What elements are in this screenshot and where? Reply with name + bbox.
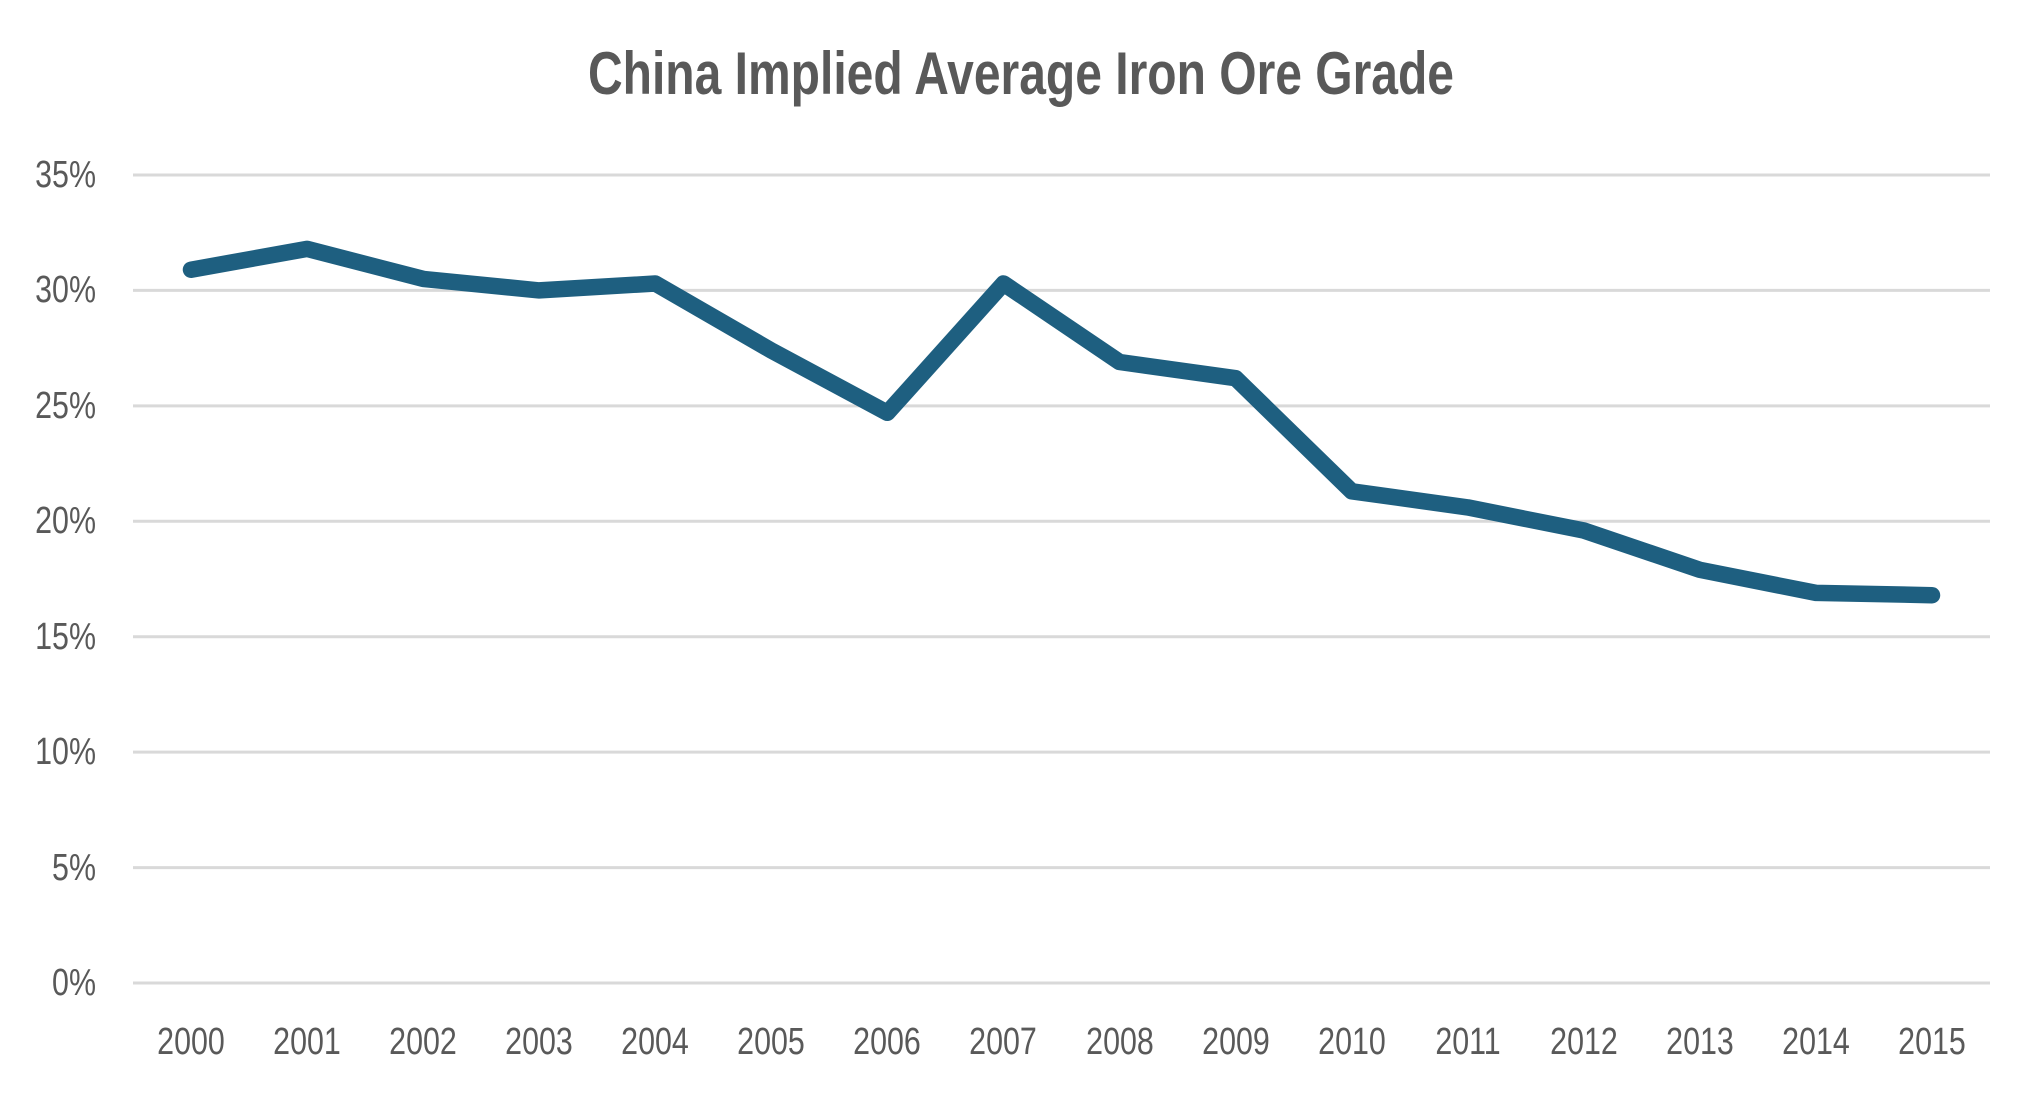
x-axis-tick-label: 2003: [505, 1021, 574, 1063]
y-axis-tick-label: 20%: [35, 500, 96, 543]
x-axis-tick-label: 2011: [1435, 1021, 1501, 1063]
gridlines: [133, 173, 1990, 985]
x-axis-tick-label: 2001: [273, 1021, 341, 1063]
x-axis-tick-label: 2006: [853, 1021, 922, 1063]
y-axis-tick-label: 30%: [35, 269, 96, 312]
x-axis-tick-label: 2013: [1666, 1021, 1734, 1063]
chart-title: China Implied Average Iron Ore Grade: [587, 40, 1455, 107]
y-axis-tick-label: 10%: [35, 731, 96, 774]
y-axis-tick-label: 5%: [52, 846, 96, 889]
x-axis-tick-label: 2007: [969, 1021, 1038, 1063]
y-axis-tick-label: 15%: [35, 615, 96, 658]
x-axis-tick-label: 2008: [1085, 1021, 1154, 1063]
x-axis-tick-label: 2002: [389, 1021, 457, 1063]
x-axis-tick-label: 2012: [1549, 1021, 1618, 1063]
x-axis-tick-label: 2005: [737, 1021, 806, 1063]
y-axis-tick-label: 25%: [35, 384, 96, 427]
x-axis-tick-label: 2014: [1782, 1021, 1850, 1063]
x-axis-tick-label: 2009: [1201, 1021, 1270, 1063]
y-axis-tick-label: 0%: [52, 962, 96, 1004]
y-axis-tick-label: 35%: [35, 154, 96, 196]
x-axis-tick-label: 2000: [157, 1021, 225, 1063]
x-axis-tick-label: 2015: [1898, 1021, 1966, 1063]
x-axis-tick-label: 2004: [621, 1021, 690, 1063]
x-axis-tick-label: 2010: [1317, 1021, 1386, 1063]
iron-ore-grade-line: [182, 240, 1941, 604]
